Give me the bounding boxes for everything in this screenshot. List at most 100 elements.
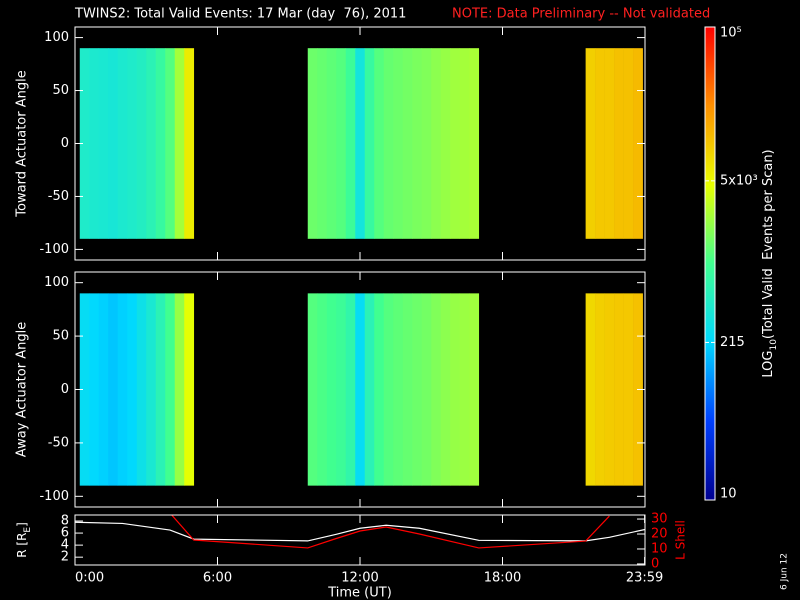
spectrogram-cell bbox=[174, 48, 185, 239]
y-tick-label: 100 bbox=[44, 30, 69, 45]
spectrogram-cell bbox=[89, 48, 100, 239]
spectrogram-cell bbox=[79, 293, 90, 486]
spectrogram-cell bbox=[174, 293, 185, 486]
y-tick-label: 50 bbox=[52, 83, 69, 98]
spectrogram-cell bbox=[440, 293, 451, 486]
spectrogram-cell bbox=[336, 293, 347, 486]
spectrogram-cell bbox=[136, 293, 147, 486]
colorbar-label-part: (Total Valid Events per Scan) bbox=[761, 149, 776, 339]
spectrogram-cell bbox=[307, 48, 318, 239]
spectrogram-cell bbox=[412, 293, 423, 486]
colorbar-tick-label: 10⁵ bbox=[720, 26, 742, 41]
y2-tick-label: 20 bbox=[651, 527, 668, 542]
spectrogram-cell bbox=[374, 48, 385, 239]
x-tick-label: 6:00 bbox=[203, 571, 232, 586]
plot-area bbox=[79, 48, 643, 239]
spectrogram-cell bbox=[623, 48, 634, 239]
colorbar-tick-label: 215 bbox=[720, 335, 745, 350]
x-tick-label: 12:00 bbox=[341, 571, 378, 586]
plot-area bbox=[75, 515, 645, 549]
y2-axis-label: L Shell bbox=[674, 520, 688, 560]
spectrogram-cell bbox=[595, 293, 605, 486]
spectrogram-cell bbox=[117, 48, 128, 239]
spectrogram-cell bbox=[146, 48, 157, 239]
spectrogram-cell bbox=[402, 48, 413, 239]
spectrogram-cell bbox=[184, 48, 195, 239]
spectrogram-cell bbox=[459, 48, 470, 239]
spectrogram-cell bbox=[604, 48, 615, 239]
colorbar-tick-label: 5x10³ bbox=[720, 173, 758, 188]
y-axis-label-part: R [R bbox=[15, 533, 29, 558]
spectrogram-cell bbox=[326, 293, 337, 486]
y-axis-label: Toward Actuator Angle bbox=[15, 70, 30, 217]
date-stamp: 6 Jun 12 bbox=[780, 553, 790, 590]
y-axis-label-part: ] bbox=[15, 522, 29, 527]
spectrogram-cell bbox=[604, 293, 615, 486]
spectrogram-cell bbox=[108, 48, 119, 239]
x-tick-label: 0:00 bbox=[75, 571, 104, 586]
spectrogram-cell bbox=[146, 293, 157, 486]
spectrogram-cell bbox=[108, 293, 119, 486]
y-tick-label: -50 bbox=[48, 435, 69, 450]
y2-tick-label: 10 bbox=[651, 541, 668, 556]
colorbar-tick-label: 10 bbox=[720, 487, 737, 502]
spectrogram-cell bbox=[614, 293, 624, 486]
spectrogram-cell bbox=[317, 48, 328, 239]
colorbar-label: LOG10(Total Valid Events per Scan) bbox=[761, 149, 779, 377]
y-tick-label: 2 bbox=[61, 550, 69, 565]
y-tick-label: 0 bbox=[61, 136, 69, 151]
spectrogram-cell bbox=[450, 48, 461, 239]
chart-title: TWINS2: Total Valid Events: 17 Mar (day … bbox=[74, 7, 406, 22]
colorbar-label-part: 10 bbox=[769, 339, 779, 351]
spectrogram-cell bbox=[155, 48, 166, 239]
spectrogram-cell bbox=[364, 48, 375, 239]
x-tick-label: 18:00 bbox=[484, 571, 521, 586]
spectrogram-cell bbox=[307, 293, 318, 486]
spectrogram-cell bbox=[412, 48, 423, 239]
spectrogram-cell bbox=[431, 293, 442, 486]
y-tick-label: 4 bbox=[61, 538, 69, 553]
spectrogram-cell bbox=[345, 48, 356, 239]
spectrogram-cell bbox=[383, 293, 394, 486]
spectrogram-cell bbox=[184, 293, 195, 486]
colorbar bbox=[704, 26, 716, 501]
spectrogram-cell bbox=[89, 293, 100, 486]
spectrogram-cell bbox=[155, 293, 166, 486]
series-line bbox=[170, 515, 610, 549]
y-tick-label: 8 bbox=[61, 514, 69, 529]
spectrogram-cell bbox=[614, 48, 624, 239]
spectrogram-cell bbox=[440, 48, 451, 239]
spectrogram-cell bbox=[117, 293, 128, 486]
y-tick-label: 50 bbox=[52, 329, 69, 344]
spectrogram-cell bbox=[326, 48, 337, 239]
spectrogram-cell bbox=[393, 48, 404, 239]
y2-tick-label: 0 bbox=[651, 556, 659, 571]
spectrogram-cell bbox=[355, 48, 366, 239]
colorbar-label-part: LOG bbox=[761, 351, 776, 378]
spectrogram-cell bbox=[623, 293, 634, 486]
spectrogram-cell bbox=[469, 293, 480, 486]
spectrogram-cell bbox=[136, 48, 147, 239]
spectrogram-cell bbox=[355, 293, 366, 486]
spectrogram-cell bbox=[336, 48, 347, 239]
spectrogram-cell bbox=[469, 48, 480, 239]
y-axis-label-part: E bbox=[23, 527, 33, 533]
spectrogram-cell bbox=[393, 293, 404, 486]
spectrogram-cell bbox=[431, 48, 442, 239]
spectrogram-cell bbox=[402, 293, 413, 486]
spectrogram-cell bbox=[79, 48, 90, 239]
spectrogram-cell bbox=[317, 293, 328, 486]
spectrogram-cell bbox=[98, 48, 109, 239]
spectrogram-cell bbox=[585, 293, 596, 486]
y-axis-label: R [RE] bbox=[15, 522, 33, 558]
y-tick-label: 6 bbox=[61, 526, 69, 541]
spectrogram-cell bbox=[345, 293, 356, 486]
spectrogram-cell bbox=[421, 48, 432, 239]
spectrogram-cell bbox=[374, 293, 385, 486]
note: NOTE: Data Preliminary -- Not validated bbox=[452, 7, 710, 22]
spectrogram-cell bbox=[165, 293, 176, 486]
spectrogram-cell bbox=[127, 48, 138, 239]
spectrogram-cell bbox=[459, 293, 470, 486]
y-tick-label: -100 bbox=[39, 489, 69, 504]
